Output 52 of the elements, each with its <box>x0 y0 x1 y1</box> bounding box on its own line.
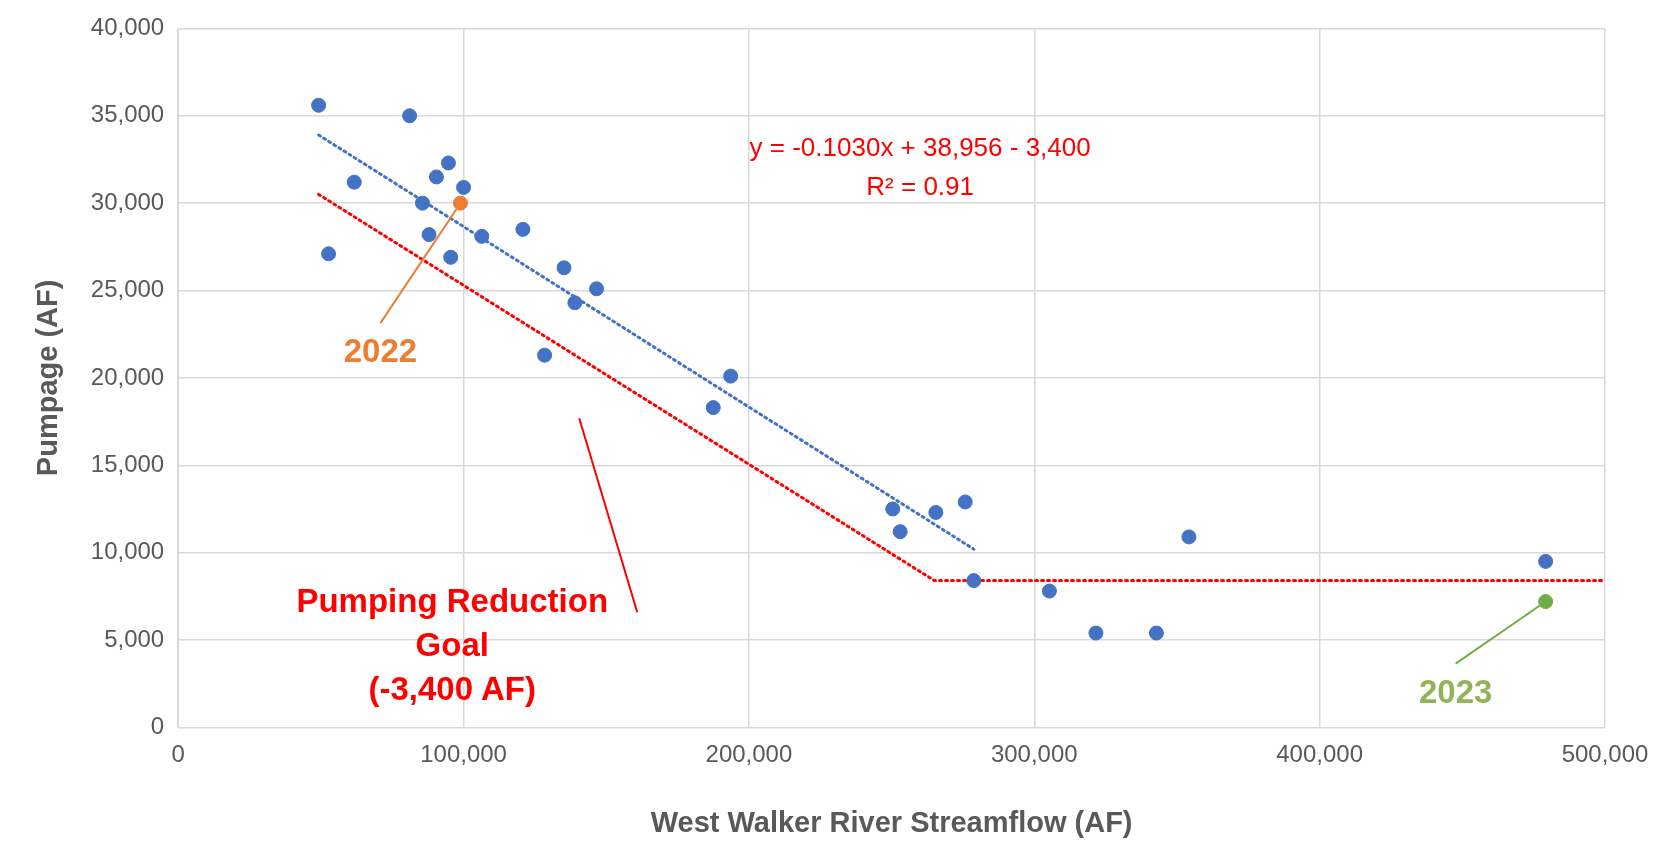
point <box>311 97 327 113</box>
x-tick-label: 500,000 <box>1561 740 1649 768</box>
x-tick-label: 100,000 <box>420 740 507 768</box>
y-tick-label: 10,000 <box>90 537 165 565</box>
x-tick-label: 200,000 <box>705 740 793 768</box>
point <box>428 169 444 185</box>
point <box>1538 594 1554 610</box>
point <box>414 195 430 211</box>
y-axis-title: Pumpage (AF) <box>31 279 64 477</box>
point <box>966 573 982 589</box>
legend-label: 2023 <box>1418 672 1493 710</box>
point <box>474 228 490 244</box>
point <box>1041 583 1057 599</box>
y-tick-label: 0 <box>150 712 165 740</box>
point <box>443 249 459 265</box>
point <box>723 368 739 384</box>
point <box>892 524 908 540</box>
x-axis-title: West Walker River Streamflow (AF) <box>650 805 1133 838</box>
y-tick-label: 5,000 <box>104 624 165 652</box>
point <box>452 195 468 211</box>
point <box>589 281 605 297</box>
point <box>705 400 721 416</box>
y-tick-label: 30,000 <box>90 187 165 215</box>
point <box>556 260 572 276</box>
x-tick-label: 300,000 <box>990 740 1078 768</box>
y-tick-label: 15,000 <box>90 449 165 477</box>
point <box>456 179 472 195</box>
point <box>402 108 418 124</box>
y-tick-label: 35,000 <box>90 100 165 128</box>
point <box>957 494 973 510</box>
text: 2022 <box>343 332 418 370</box>
point <box>421 227 437 243</box>
point <box>1088 625 1104 641</box>
text: Pumping Reduction Goal (-3,400 AF) <box>296 581 609 707</box>
point <box>346 174 362 190</box>
annotation: y = -0.1030x + 38,956 - 3,400 <box>749 131 1091 162</box>
point <box>885 501 901 517</box>
x-tick-label: 0 <box>171 740 185 768</box>
point <box>440 155 456 171</box>
point <box>1538 553 1554 569</box>
point <box>515 221 531 237</box>
y-tick-label: 25,000 <box>90 275 165 303</box>
point <box>1181 529 1197 545</box>
annotation: R² = 0.91 <box>866 170 974 201</box>
point <box>1148 625 1164 641</box>
y-tick-label: 40,000 <box>90 13 165 41</box>
y-tick-label: 20,000 <box>90 362 165 390</box>
point <box>928 504 944 520</box>
point <box>321 246 337 262</box>
x-tick-label: 400,000 <box>1276 740 1364 768</box>
point <box>537 347 553 363</box>
point <box>567 295 583 311</box>
